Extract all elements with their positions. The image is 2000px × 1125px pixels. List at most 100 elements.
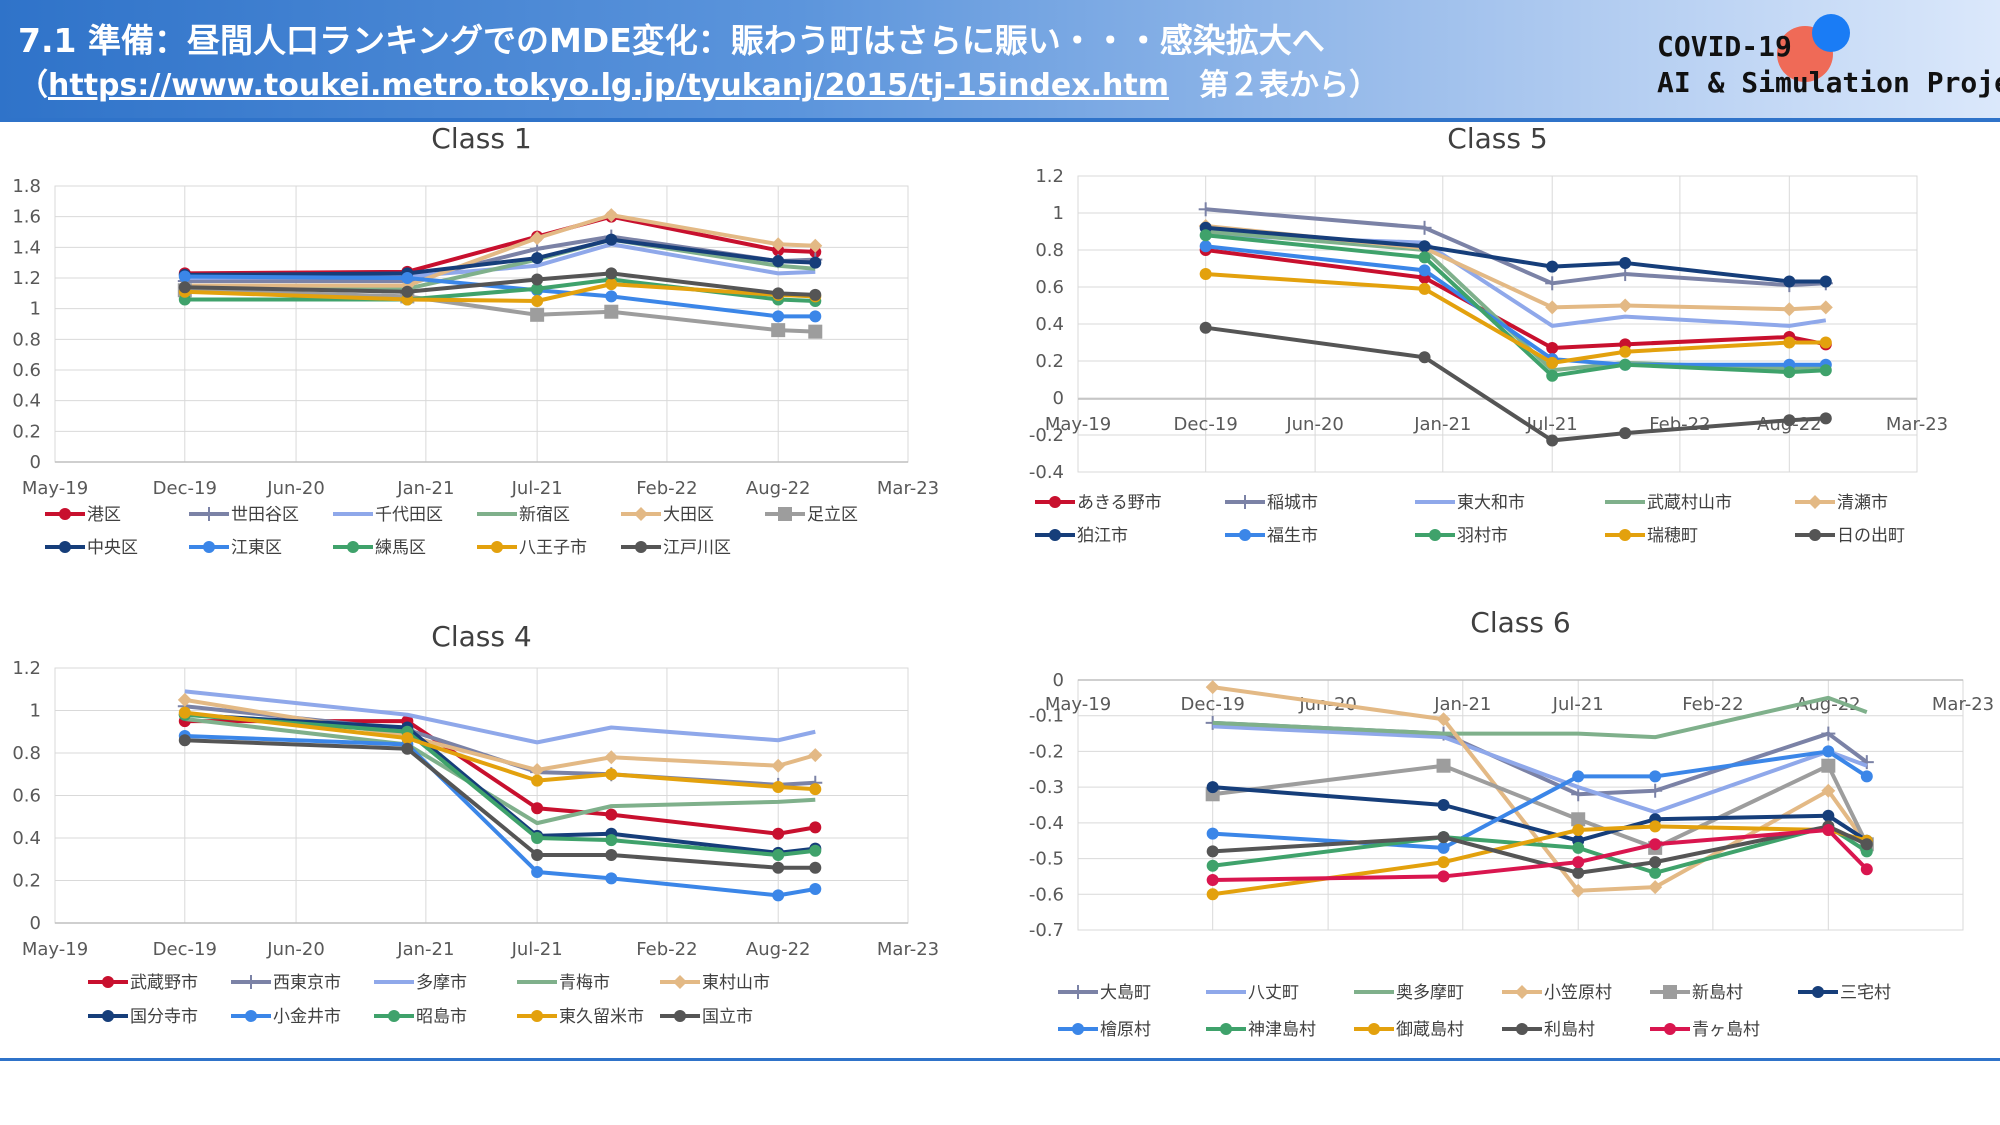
data-point — [1822, 809, 1835, 822]
legend-item: 東大和市 — [1415, 493, 1525, 513]
legend-item: 新宿区 — [477, 505, 570, 525]
legend-item: 八丈町 — [1206, 983, 1299, 1003]
data-point — [1515, 985, 1529, 999]
legend-item: 武蔵村山市 — [1605, 493, 1732, 513]
series-path — [184, 734, 816, 898]
data-point — [388, 1010, 400, 1022]
y-tick-label: 0 — [1053, 670, 1064, 691]
legend-item: 東久留米市 — [517, 1007, 644, 1027]
data-point — [59, 508, 71, 520]
data-point — [809, 256, 822, 269]
data-point — [809, 783, 822, 796]
data-point — [1437, 799, 1450, 811]
data-point — [1516, 1023, 1528, 1035]
y-tick-label: -0.2 — [1029, 425, 1064, 446]
data-point — [1860, 838, 1873, 851]
legend-item: 稲城市 — [1225, 493, 1318, 513]
data-point — [1664, 1023, 1676, 1035]
series-path — [184, 237, 816, 277]
series-line — [1212, 695, 1868, 740]
series-path — [184, 719, 816, 836]
y-tick-label: -0.2 — [1029, 741, 1064, 762]
data-point — [1437, 870, 1450, 883]
data-point — [808, 238, 823, 253]
data-point — [1418, 282, 1431, 295]
series-path — [184, 717, 816, 826]
data-point — [401, 732, 414, 745]
data-point — [178, 281, 191, 294]
y-tick-label: 0 — [30, 913, 41, 934]
legend-label: 青梅市 — [559, 973, 610, 993]
data-point — [1206, 888, 1219, 901]
series-path — [1212, 824, 1868, 875]
x-tick-label: Jul-21 — [1526, 414, 1578, 435]
data-point — [1618, 298, 1633, 313]
data-point — [1429, 529, 1441, 541]
legend-item: 世田谷区 — [189, 505, 299, 525]
x-tick-label: Dec-19 — [1181, 694, 1245, 715]
data-point — [1199, 321, 1212, 334]
series-path — [184, 271, 816, 297]
legend-label: 新宿区 — [519, 505, 570, 525]
data-point — [1436, 712, 1451, 727]
legend-item: 三宅村 — [1798, 983, 1891, 1003]
source-link[interactable]: https://www.toukei.metro.tokyo.lg.jp/tyu… — [48, 68, 1169, 103]
data-point — [771, 237, 786, 252]
y-tick-label: 1.4 — [12, 237, 41, 258]
legend-label: 武蔵野市 — [130, 973, 198, 993]
data-point — [531, 295, 544, 307]
page-title: 7.1 準備：昼間人口ランキングでのMDE変化：賑わう町はさらに賑い・・・感染拡… — [18, 21, 1325, 60]
legend-label: 瑞穂町 — [1647, 526, 1698, 546]
data-point — [531, 282, 544, 295]
x-tick-label: Aug-22 — [746, 939, 811, 960]
y-tick-label: -0.4 — [1029, 813, 1064, 834]
y-tick-label: 0.2 — [1035, 351, 1064, 372]
y-tick-label: 0.4 — [1035, 314, 1064, 335]
data-point — [1572, 841, 1585, 854]
data-point — [1782, 302, 1797, 317]
data-point — [778, 507, 792, 521]
legend-item: 港区 — [45, 505, 121, 525]
legend-label: 福生市 — [1267, 526, 1318, 546]
y-tick-label: 0.8 — [1035, 240, 1064, 261]
data-point — [1663, 985, 1677, 999]
data-point — [203, 541, 215, 553]
x-tick-label: Mar-23 — [1932, 694, 1994, 715]
legend-label: 利島村 — [1544, 1020, 1595, 1040]
data-point — [605, 872, 618, 885]
data-point — [1546, 369, 1559, 382]
series-path — [1205, 248, 1827, 351]
project-logo: COVID-19 AI & Simulation Project — [1657, 14, 2000, 106]
data-point — [1206, 827, 1219, 840]
chart-class4: 0 0.2 0.4 0.6 0.8 1 1.2 May-19 Dec-19 Jun-20 Jan-2… — [12, 620, 939, 1027]
data-point — [1572, 824, 1585, 836]
data-point — [531, 849, 544, 861]
legend-item: 檜原村 — [1058, 1019, 1151, 1040]
legend-label: 武蔵村山市 — [1647, 493, 1732, 513]
x-tick-label: Jan-21 — [396, 939, 454, 960]
x-tick-label: Jan-21 — [396, 478, 454, 499]
legend-item: 武蔵野市 — [88, 973, 198, 993]
data-point — [809, 288, 822, 301]
data-point — [1572, 770, 1585, 783]
series-path — [1205, 225, 1826, 284]
legend-label: 八王子市 — [519, 538, 587, 558]
series-line — [1206, 745, 1873, 854]
series-line — [1212, 724, 1868, 815]
chart-class5: -0.4 -0.2 0 0.2 0.4 0.6 0.8 1 1.2 May-19 Dec-19 Jun… — [1029, 122, 1948, 546]
series-line — [178, 730, 822, 902]
data-point — [772, 781, 785, 793]
y-tick-label: -0.1 — [1029, 706, 1064, 727]
data-point — [178, 706, 191, 719]
legend-item: 江戸川区 — [621, 538, 731, 558]
x-tick-label: May-19 — [1045, 414, 1111, 435]
series-path — [1205, 244, 1826, 367]
y-tick-label: 1.2 — [12, 268, 41, 289]
data-point — [347, 541, 359, 553]
data-point — [605, 849, 618, 861]
data-point — [1437, 841, 1450, 854]
y-tick-label: -0.5 — [1029, 849, 1064, 870]
legend-item: 青ヶ島村 — [1650, 1020, 1760, 1040]
series-path — [184, 712, 816, 855]
data-point — [1619, 345, 1632, 358]
